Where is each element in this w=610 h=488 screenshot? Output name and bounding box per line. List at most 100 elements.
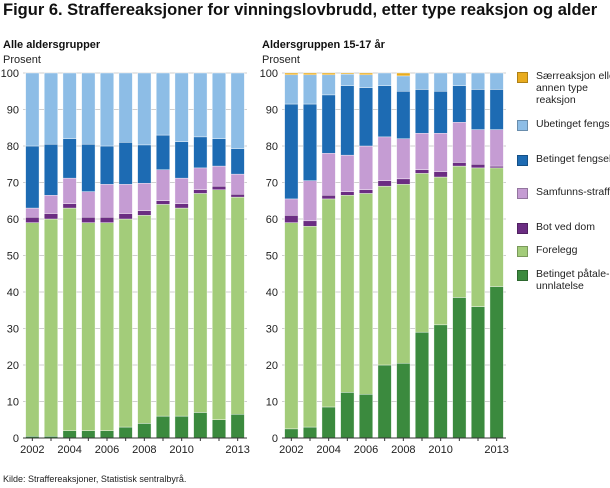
legend-swatch <box>517 155 528 166</box>
bar-segment <box>62 177 77 204</box>
right-panel-ylabel: Prosent <box>262 54 300 66</box>
x-tick-label: 2006 <box>354 444 378 456</box>
y-tick-label: 100 <box>260 68 278 80</box>
bar-segment <box>415 173 429 333</box>
bar-segment <box>284 222 299 430</box>
bar-segment <box>230 148 245 175</box>
bar-segment <box>321 94 336 154</box>
chart-panel-1: 0 10 20 30 40 50 60 70 80 90 100 2002 2004 2006 2008 20… <box>1 68 250 456</box>
bar-segment <box>359 193 373 395</box>
bar-segment <box>471 72 485 90</box>
bar-segment <box>193 189 208 194</box>
x-tick-label: 2010 <box>169 444 193 456</box>
bar-segment <box>44 213 58 220</box>
bar-segment <box>489 165 504 169</box>
bar-segment <box>377 364 392 439</box>
y-tick-label: 100 <box>1 68 19 80</box>
bar-segment <box>174 207 189 417</box>
bar-segment <box>212 72 226 139</box>
bar-segment <box>433 324 448 439</box>
bar-segment <box>284 103 299 200</box>
bar-segment <box>230 173 245 195</box>
bar-segment <box>471 167 485 307</box>
x-tick-label: 2008 <box>391 444 415 456</box>
bar-segment <box>377 180 392 187</box>
source-note: Kilde: Straffereaksjoner, Statistisk sen… <box>3 474 187 484</box>
bar-segment <box>452 122 467 163</box>
bar-segment <box>284 72 299 76</box>
bar-segment <box>303 103 317 181</box>
y-tick-label: 60 <box>7 214 19 226</box>
y-tick-label: 70 <box>7 178 19 190</box>
y-tick-label: 50 <box>266 251 278 263</box>
bar-segment <box>433 72 448 92</box>
x-tick-label: 2010 <box>428 444 452 456</box>
bar-segment <box>284 198 299 216</box>
figure-title: Figur 6. Straffereaksjoner for vinningsl… <box>3 1 598 19</box>
bar-segment <box>156 204 170 417</box>
x-tick-label: 2002 <box>20 444 44 456</box>
bar-segment <box>452 297 467 439</box>
bar-segment <box>193 72 208 138</box>
bar-segment <box>44 195 58 214</box>
bar-segment <box>340 72 355 75</box>
left-panel-ylabel: Prosent <box>3 54 41 66</box>
y-tick-label: 80 <box>266 141 278 153</box>
bar-segment <box>81 143 96 192</box>
x-tick-label: 2008 <box>132 444 156 456</box>
bar-segment <box>25 145 40 209</box>
y-tick-label: 0 <box>272 433 278 445</box>
bar-segment <box>303 226 317 428</box>
bar-segment <box>433 133 448 172</box>
bar-segment <box>359 394 373 439</box>
bar-segment <box>340 154 355 192</box>
bar-segment <box>44 72 58 145</box>
bar-segment <box>118 218 133 428</box>
bar-segment <box>62 72 77 139</box>
bar-segment <box>156 200 170 205</box>
y-tick-label: 40 <box>7 287 19 299</box>
bar-segment <box>489 167 504 287</box>
bar-segment <box>471 129 485 165</box>
bar-segment <box>25 222 40 437</box>
left-panel-title: Alle aldersgrupper <box>3 39 101 51</box>
bar-segment <box>396 178 411 185</box>
bar-segment <box>396 72 411 77</box>
y-tick-label: 90 <box>266 105 278 117</box>
bar-segment <box>193 167 208 190</box>
bar-segment <box>62 430 77 439</box>
bar-segment <box>359 74 373 88</box>
bar-segment <box>340 195 355 393</box>
y-tick-label: 70 <box>266 178 278 190</box>
y-tick-label: 10 <box>266 397 278 409</box>
legend-swatch <box>517 246 528 257</box>
bar-segment <box>321 198 336 408</box>
bar-segment <box>230 414 245 439</box>
y-tick-label: 30 <box>266 324 278 336</box>
bar-segment <box>396 138 411 180</box>
bar-segment <box>137 215 152 424</box>
bar-segment <box>62 203 77 209</box>
bar-segment <box>100 184 114 218</box>
y-tick-label: 30 <box>7 324 19 336</box>
bar-segment <box>415 72 429 90</box>
bar-segment <box>81 191 96 218</box>
bar-segment <box>156 72 170 136</box>
bar-segment <box>359 145 373 190</box>
bar-segment <box>193 136 208 169</box>
legend-label: Ubetinget fengsel <box>536 118 610 130</box>
legend-swatch <box>517 120 528 131</box>
bar-segment <box>44 218 58 437</box>
bar-segment <box>489 72 504 90</box>
bar-segment <box>415 169 429 174</box>
bar-segment <box>321 406 336 439</box>
bar-segment <box>100 216 114 223</box>
bar-segment <box>174 203 189 209</box>
bar-segment <box>415 133 429 170</box>
legend-label: Betinget fengsel <box>536 153 610 165</box>
y-tick-label: 60 <box>266 214 278 226</box>
bar-segment <box>230 72 245 149</box>
bar-segment <box>433 176 448 326</box>
bar-segment <box>452 162 467 167</box>
bar-segment <box>359 189 373 194</box>
